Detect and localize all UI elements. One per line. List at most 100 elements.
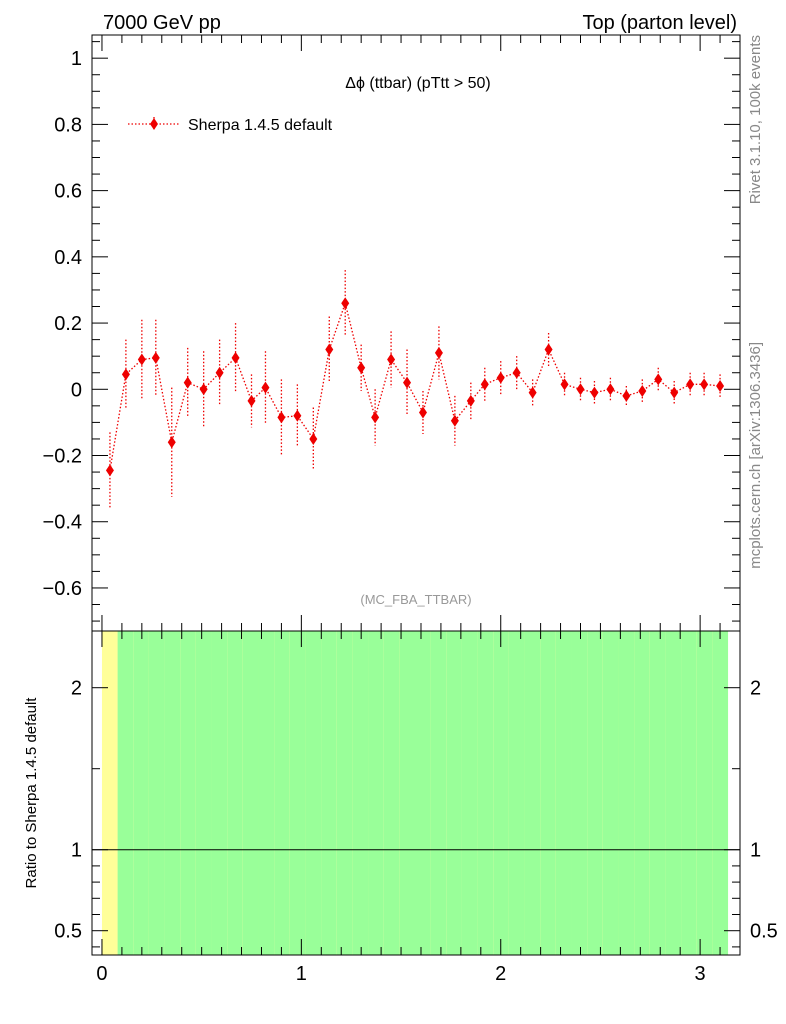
data-point [151, 351, 160, 364]
header-right: Top (parton level) [582, 12, 737, 34]
ratio-inner-band-bin [712, 631, 729, 955]
data-point [606, 383, 615, 396]
ratio-inner-band-bin [634, 631, 650, 955]
ratio-inner-band-bin [571, 631, 588, 955]
data-point [638, 384, 647, 397]
data-point [357, 361, 366, 374]
ratio-y-tick-label-right: 2 [750, 678, 761, 700]
data-point [512, 366, 521, 379]
ratio-inner-band-bin [618, 631, 635, 955]
ratio-axes: 0.5 0.5 1 1 2 2 0 1 2 3 [54, 631, 778, 985]
data-point [670, 386, 679, 399]
data-point [560, 378, 569, 391]
ratio-inner-band-bin [289, 631, 306, 955]
data-point [341, 297, 350, 310]
ratio-inner-band-bin [195, 631, 212, 955]
data-point [167, 436, 176, 449]
ratio-plot [91, 630, 741, 956]
data-point [247, 394, 256, 407]
data-point [434, 346, 443, 359]
data-point [403, 376, 412, 389]
ratio-inner-band-bin [117, 631, 134, 955]
ratio-y-tick-label-right: 1 [750, 840, 761, 862]
header-left: 7000 GeV pp [103, 12, 221, 34]
ratio-inner-band-bin [164, 631, 181, 955]
upper-y-tick-label: 0.2 [54, 313, 82, 335]
data-point [622, 389, 631, 402]
data-point [371, 411, 380, 424]
ratio-inner-band-bin [681, 631, 697, 955]
legend-marker [150, 118, 158, 130]
ratio-inner-band-bin [336, 631, 353, 955]
analysis-watermark: (MC_FBA_TTBAR) [360, 592, 471, 607]
ratio-inner-band-bin [524, 631, 541, 955]
data-point [466, 394, 475, 407]
data-point [231, 351, 240, 364]
ratio-inner-band-bin [555, 631, 572, 955]
data-point [121, 368, 130, 381]
data-point [418, 406, 427, 419]
ratio-inner-band-bin [649, 631, 666, 955]
data-point [654, 373, 663, 386]
ratio-inner-band-bin [399, 631, 416, 955]
legend: Sherpa 1.4.5 default [128, 117, 333, 134]
ratio-inner-band-bin [696, 631, 713, 955]
ratio-x-tick-label: 1 [296, 963, 307, 985]
ratio-ylabel: Ratio to Sherpa 1.4.5 default [23, 697, 40, 889]
data-point [544, 343, 553, 356]
ratio-y-tick-label: 0.5 [54, 921, 82, 943]
ratio-inner-band-bin [602, 631, 619, 955]
ratio-inner-band-bin [352, 631, 369, 955]
ratio-inner-band-bin [446, 631, 462, 955]
data-point [480, 378, 489, 391]
data-point [450, 414, 459, 427]
upper-y-tick-label: −0.6 [43, 578, 82, 600]
data-point [716, 379, 725, 392]
ratio-inner-band-bin [180, 631, 196, 955]
ratio-y-tick-label-right: 0.5 [750, 921, 778, 943]
data-point [576, 383, 585, 396]
upper-y-tick-label: 0.4 [54, 247, 82, 269]
chart-title: Δϕ (ttbar) (pTtt > 50) [345, 75, 490, 92]
ratio-inner-band-bin [477, 631, 494, 955]
upper-y-tick-label: −0.2 [43, 446, 82, 468]
ratio-inner-band-bin [461, 631, 478, 955]
data-point [137, 353, 146, 366]
data-point [277, 411, 286, 424]
data-point [528, 386, 537, 399]
ratio-outer-band-bin [101, 631, 118, 955]
ratio-inner-band-bin [587, 631, 603, 955]
ratio-inner-band-bin [258, 631, 275, 955]
ratio-inner-band-bin [368, 631, 384, 955]
ratio-x-tick-label: 3 [695, 963, 706, 985]
data-point [105, 464, 114, 477]
upper-y-tick-label: 1 [71, 48, 82, 70]
ratio-inner-band-bin [227, 631, 243, 955]
data-point [183, 376, 192, 389]
data-point [387, 353, 396, 366]
upper-axes: −0.6 −0.4 −0.2 0 0.2 0.4 0.6 0.8 1 [43, 35, 740, 631]
ratio-x-tick-label: 0 [96, 963, 107, 985]
ratio-x-tick-label: 2 [495, 963, 506, 985]
data-point [590, 386, 599, 399]
ratio-inner-band-bin [508, 631, 525, 955]
ratio-inner-band-bin [540, 631, 556, 955]
rivet-label: Rivet 3.1.10, 100k events [747, 35, 764, 204]
ratio-plot-frame [91, 630, 741, 956]
data-point [686, 378, 695, 391]
ratio-inner-band-bin [321, 631, 337, 955]
upper-y-tick-label: −0.4 [43, 512, 82, 534]
ratio-y-tick-label: 1 [71, 840, 82, 862]
data-point [325, 343, 334, 356]
ratio-inner-band-bin [148, 631, 165, 955]
ratio-inner-band-bin [665, 631, 682, 955]
series-sherpa-1-4-5-default [105, 270, 725, 509]
data-point [309, 432, 318, 445]
ratio-inner-band-bin [383, 631, 400, 955]
data-point [293, 409, 302, 422]
upper-y-tick-label: 0.8 [54, 114, 82, 136]
data-point [199, 383, 208, 396]
ratio-inner-band-bin [133, 631, 149, 955]
ratio-bands [101, 631, 729, 955]
